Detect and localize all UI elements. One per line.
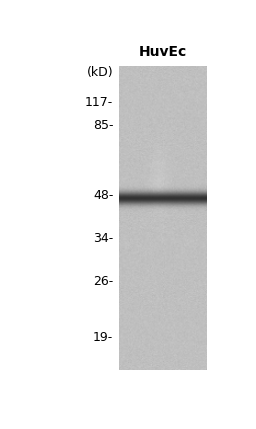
Text: 48-: 48-: [93, 189, 113, 202]
Text: HuvEc: HuvEc: [139, 45, 187, 59]
Text: 34-: 34-: [93, 232, 113, 245]
Text: 117-: 117-: [85, 96, 113, 109]
Text: 19-: 19-: [93, 331, 113, 344]
Text: (kD): (kD): [87, 66, 113, 79]
Text: 85-: 85-: [93, 119, 113, 132]
Text: 26-: 26-: [93, 275, 113, 287]
